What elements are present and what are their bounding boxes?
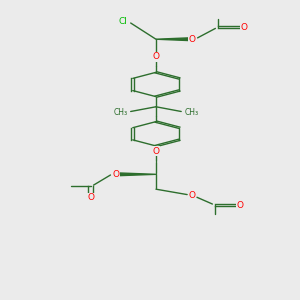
Text: O: O bbox=[188, 35, 195, 44]
Text: O: O bbox=[152, 52, 159, 61]
Text: O: O bbox=[152, 147, 159, 156]
Text: O: O bbox=[240, 22, 247, 32]
Text: CH₃: CH₃ bbox=[184, 108, 199, 117]
Text: O: O bbox=[236, 201, 243, 210]
Polygon shape bbox=[119, 173, 156, 176]
Text: CH₃: CH₃ bbox=[113, 108, 127, 117]
Polygon shape bbox=[156, 38, 189, 40]
Text: O: O bbox=[87, 193, 94, 202]
Text: Cl: Cl bbox=[119, 17, 128, 26]
Text: O: O bbox=[188, 191, 195, 200]
Text: O: O bbox=[112, 170, 119, 179]
